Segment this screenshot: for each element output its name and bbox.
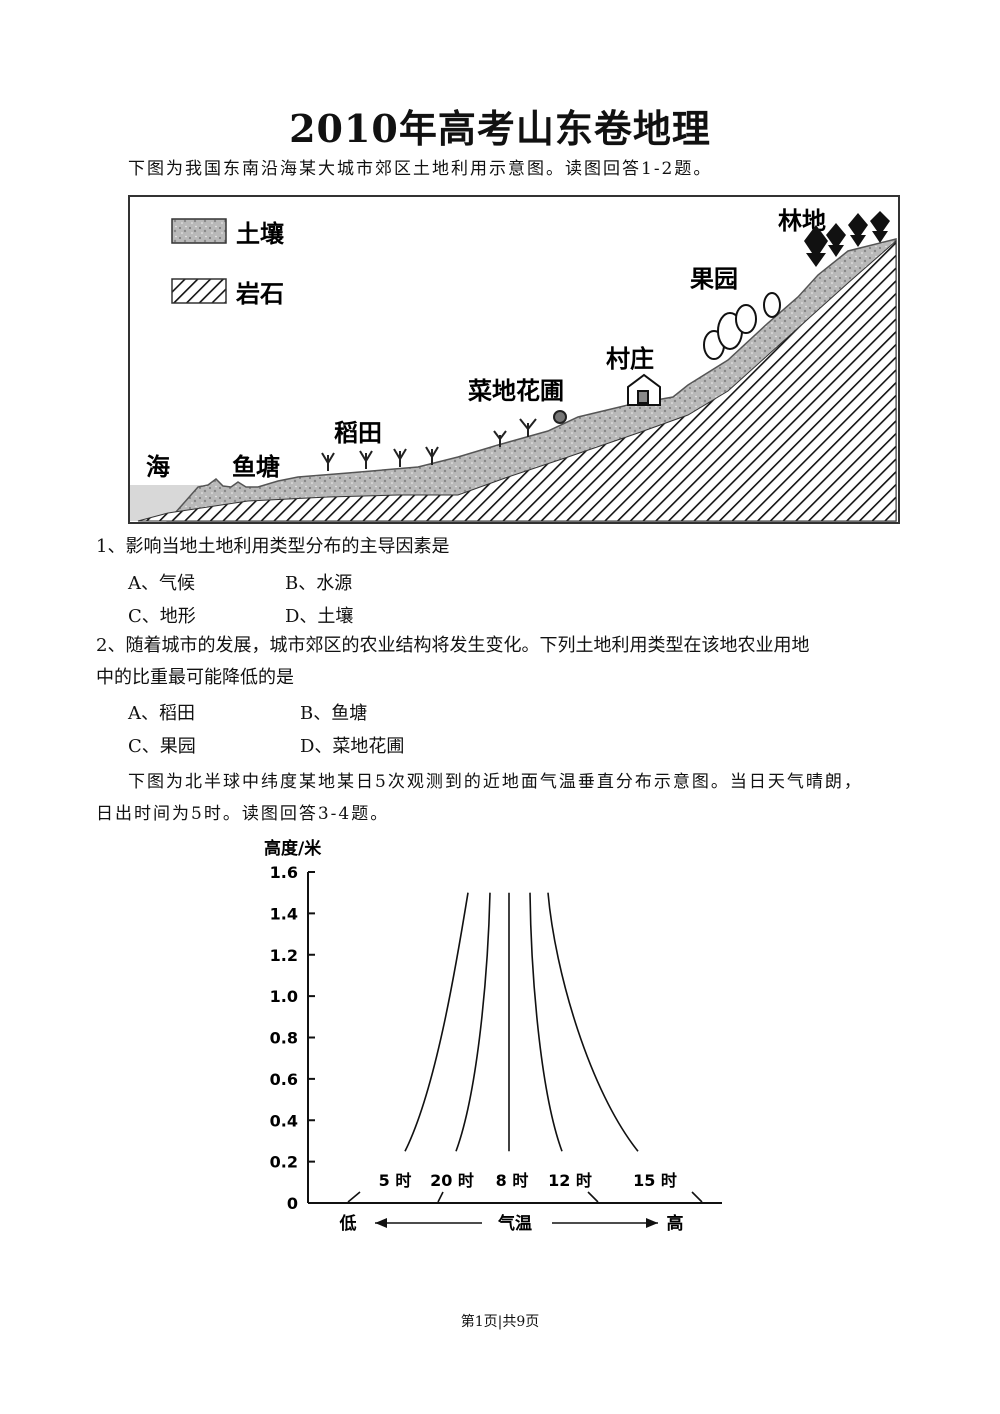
curve-series-4 (547, 892, 639, 1152)
y-tick-label: 1.2 (270, 946, 298, 965)
x-axis-label: 气温 (497, 1213, 532, 1234)
y-tick-label: 0.2 (270, 1153, 298, 1172)
series-label: 15 时 (633, 1171, 677, 1190)
q2-option-d: D、菜地花圃 (300, 736, 405, 757)
y-tick-label: 1.4 (270, 904, 298, 923)
label-village: 村庄 (606, 345, 654, 373)
q1-option-c: C、地形 (128, 606, 196, 627)
intro-text-1: 下图为我国东南沿海某大城市郊区土地利用示意图。读图回答1-2题。 (128, 159, 713, 179)
x-low-label: 低 (339, 1213, 357, 1234)
q1-option-a: A、气候 (128, 573, 195, 594)
temperature-profile-chart: 高度/米 0 0.2 0.4 0.6 0.8 1.0 1.2 1.4 1.6 5 时 20 时 8 … (264, 838, 722, 1234)
arrow-right-icon (646, 1218, 658, 1228)
q2-option-a: A、稻田 (128, 703, 195, 724)
series-label: 12 时 (548, 1171, 592, 1190)
forest-tree-icons (804, 211, 890, 267)
q1-option-b: B、水源 (285, 573, 353, 594)
x-high-label: 高 (667, 1213, 684, 1234)
page-footer: 第1页|共9页 (460, 1314, 540, 1330)
label-orchard: 果园 (690, 265, 738, 293)
label-paddy: 稻田 (334, 419, 382, 447)
question-1-stem: 1、影响当地土地利用类型分布的主导因素是 (96, 536, 450, 557)
series-label: 8 时 (496, 1171, 529, 1190)
series-label: 5 时 (379, 1171, 412, 1190)
house-icon (627, 373, 661, 406)
legend-soil-label: 土壤 (236, 220, 285, 248)
y-tick-label: 1.6 (270, 863, 298, 882)
y-axis-label: 高度/米 (264, 838, 322, 859)
rice-plant-icons (321, 446, 439, 471)
intro-text-2-line2: 日出时间为5时。读图回答3-4题。 (96, 804, 390, 824)
curve-tail-1 (437, 1191, 444, 1203)
flower-plant-icons (493, 410, 567, 447)
intro-text-2-line1: 下图为北半球中纬度某地某日5次观测到的近地面气温垂直分布示意图。当日天气晴朗， (128, 772, 863, 792)
y-tick-label: 0.6 (270, 1070, 298, 1089)
curve-tail-0 (347, 1191, 361, 1203)
y-tick-label: 1.0 (270, 987, 298, 1006)
q1-option-d: D、土壤 (285, 606, 354, 627)
curve-tail-4 (691, 1191, 703, 1203)
curve-tail-3 (587, 1191, 599, 1203)
legend-rock-label: 岩石 (235, 280, 284, 308)
question-2-stem-line1: 2、随着城市的发展，城市郊区的农业结构将发生变化。下列土地利用类型在该地农业用地 (96, 635, 810, 656)
q2-option-c: C、果园 (128, 736, 196, 757)
land-use-diagram: 土壤 岩石 海 鱼塘 稻田 菜地花圃 村庄 果园 林地 (128, 195, 900, 524)
curve-series-3 (529, 892, 563, 1152)
curve-series-0 (404, 892, 469, 1152)
chart-curves: 5 时 20 时 8 时 12 时 15 时 (347, 892, 703, 1203)
curve-series-1 (455, 892, 491, 1152)
y-tick-label: 0 (287, 1194, 298, 1213)
y-tick-label: 0.8 (270, 1029, 298, 1048)
q2-option-b: B、鱼塘 (300, 703, 368, 724)
page-title: 2010年高考山东卷地理 (289, 106, 711, 151)
label-garden: 菜地花圃 (467, 377, 564, 405)
y-tick-label: 0.4 (270, 1111, 298, 1130)
series-label: 20 时 (430, 1171, 474, 1190)
arrow-left-icon (375, 1218, 387, 1228)
legend-rock-swatch (171, 278, 227, 304)
label-fishpond: 鱼塘 (232, 453, 280, 481)
label-sea: 海 (146, 453, 170, 481)
question-2-stem-line2: 中的比重最可能降低的是 (96, 667, 294, 688)
x-axis: 低 气温 高 (308, 1202, 722, 1234)
rock-layer (137, 239, 897, 522)
legend-soil-swatch (171, 218, 227, 244)
y-axis: 0 0.2 0.4 0.6 0.8 1.0 1.2 1.4 1.6 (270, 863, 315, 1213)
fruit-tree-icons (703, 292, 781, 360)
